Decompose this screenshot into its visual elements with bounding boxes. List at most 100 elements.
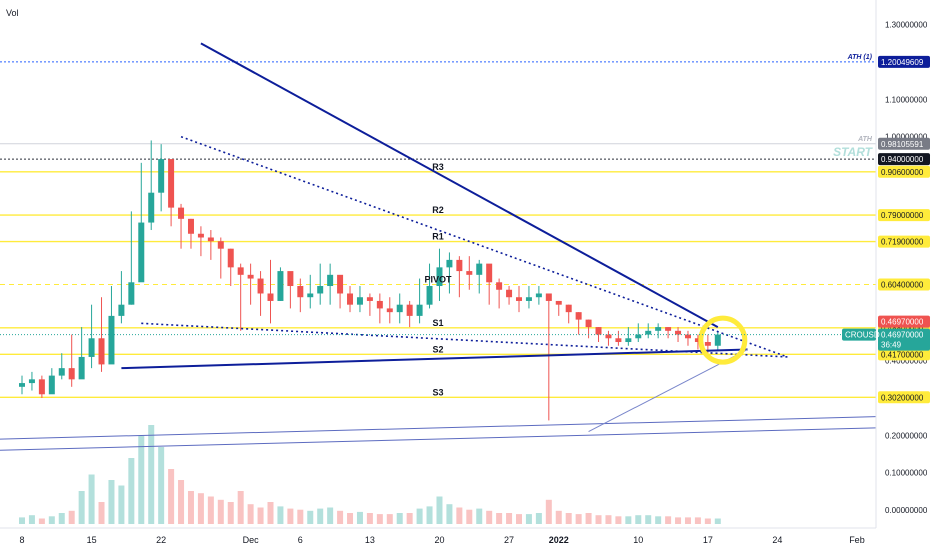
volume-bar [535,513,542,524]
candle-body [267,293,274,301]
level-name-ath1: ATH (1) [847,54,873,61]
candle-body [98,338,105,365]
level-badge-label-r2: 0.79000000 [881,211,924,220]
price-tick-label: 0.20000000 [885,431,928,440]
volume-bar [476,508,483,524]
volume-bar [714,518,721,524]
breakout-highlight-circle[interactable] [698,315,748,365]
volume-bar [267,502,274,524]
channel-line [0,416,877,440]
volume-bar [227,502,234,524]
volume-bar [525,514,532,524]
candle-body [356,297,363,305]
volume-bar [187,491,194,524]
candle-body [476,263,483,275]
candle-body [168,159,175,208]
candle-body [595,327,602,335]
candle-body [684,334,691,339]
level-badge-label-s3: 0.30200000 [881,393,924,402]
volume-bar [506,513,513,524]
volume-bar [675,517,682,524]
volume-bar [128,458,135,524]
candle-body [565,304,572,313]
candle-body [625,338,632,343]
time-tick-label: 27 [504,535,514,545]
level-badge-label-r1: 0.71900000 [881,238,924,247]
symbol-badge [842,328,876,341]
candle-body [396,304,403,313]
price-tick-label: 1.30000000 [885,21,928,30]
volume-bar [466,509,473,524]
candle-body [28,379,35,384]
channel-lines [0,416,877,451]
time-tick-label: 13 [365,535,375,545]
time-tick-label: 2022 [549,535,569,545]
candle-body [665,327,672,331]
level-name-start: START [833,145,874,159]
candle-body [446,259,453,268]
volume-bar [446,504,453,524]
candle-body [585,319,592,328]
price-tick-label: 0.00000000 [885,506,928,515]
time-tick-label: 6 [298,535,303,545]
volume-bar [277,506,284,524]
price-tick-label: 1.00000000 [885,133,928,142]
price-tick-label: 1.10000000 [885,95,928,104]
volume-bar [337,510,344,524]
candle-body [416,304,423,316]
volume-bar [694,517,701,524]
volume-bar [635,515,642,524]
level-badge-label-start: 0.94000000 [881,155,924,164]
time-tick-label: 22 [156,535,166,545]
level-badge-s2 [878,348,930,361]
level-badge-label-r3: 0.90600000 [881,168,924,177]
volume-indicator-label[interactable]: Vol [6,8,19,18]
level-name-r2: R2 [432,205,444,215]
trendline [121,348,748,370]
volume-bar [327,507,334,524]
volume-bar [38,518,45,524]
level-name-ath: ATH [857,136,873,143]
channel-line [0,427,877,451]
last-price-badge [878,328,930,351]
level-name-r1: R1 [432,232,444,242]
candle-body [277,271,284,301]
level-name-s3: S3 [432,387,443,397]
volume-bar [68,510,75,524]
volume-bar [575,514,582,524]
level-name-s2: S2 [432,344,443,354]
level-badge-ath [878,137,930,150]
candle-body [237,267,244,275]
level-badge-r2 [878,209,930,222]
volume-bar [704,518,711,524]
candle-body [217,241,224,249]
price-tick-label: 0.40000000 [885,357,928,366]
candle-body [108,315,115,365]
volume-bar [178,480,185,524]
time-axis[interactable]: 8 15 22 Dec 6 13 20 27 2022 10 17 24 Feb [19,535,864,545]
time-tick-label: 20 [434,535,444,545]
candle-body [605,334,612,339]
candle-body [366,297,373,301]
candle-body [376,300,383,309]
volume-bar [655,516,662,524]
level-badge-r3 [878,165,930,178]
volume-bar [78,491,85,524]
candle-body [466,271,473,275]
volume-bar [48,516,55,524]
volume-bar [486,510,493,524]
volume-bar [386,514,393,524]
volume-bar [237,491,244,524]
volume-bar [366,513,373,524]
level-badge-s3 [878,391,930,404]
candle-body [68,368,75,380]
candle-body [635,334,642,339]
symbol-label: CROUSD [845,331,880,340]
candle-body [655,327,662,331]
volume-bar [247,504,254,524]
candle-body [426,286,433,305]
candle-body [58,368,65,376]
volume-bar [565,513,572,524]
